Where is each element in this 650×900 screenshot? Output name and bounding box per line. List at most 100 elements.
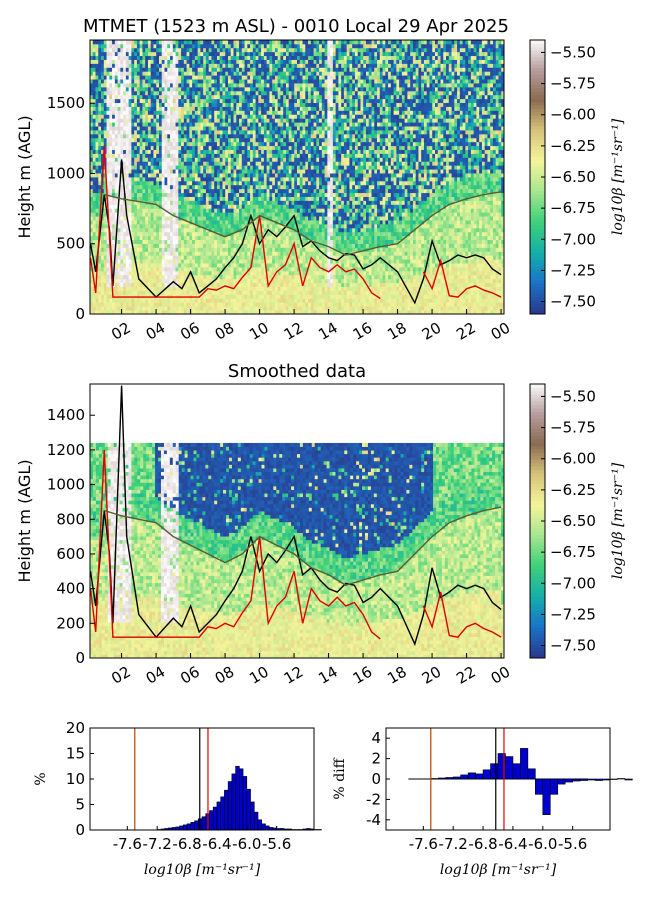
heatmap-cell [208,196,212,201]
heatmap-cell [103,177,107,182]
heatmap-cell [92,90,96,96]
heatmap-cell [189,204,193,209]
heatmap-cell [258,192,262,197]
heatmap-cell [258,110,262,115]
heatmap-cell [252,161,256,166]
heatmap-cell [266,157,270,162]
heatmap-cell [225,43,229,49]
heatmap-cell [95,145,99,150]
heatmap-cell [175,177,179,182]
heatmap-cell [214,130,218,135]
heatmap-cell [114,122,118,127]
heatmap-cell [120,306,124,311]
heatmap-cell [95,141,99,147]
heatmap-cell [241,184,245,190]
heatmap-cell [197,282,201,287]
heatmap-cell [131,51,135,57]
heatmap-cell [228,90,232,96]
heatmap-cell [139,149,143,154]
heatmap-cell [164,278,168,284]
heatmap-cell [125,102,130,107]
heatmap-cell [131,188,135,194]
heatmap-cell [261,67,265,72]
heatmap-cell [225,267,229,272]
heatmap-cell [120,102,124,107]
heatmap-cell [255,122,259,127]
heatmap-cell [186,59,190,64]
heatmap-cell [250,267,254,272]
heatmap-cell [167,208,171,213]
heatmap-cell [120,231,124,237]
heatmap-cell [175,63,179,68]
heatmap-cell [178,290,182,295]
heatmap-cell [112,130,116,135]
heatmap-cell [247,196,251,201]
heatmap-cell [175,165,179,170]
heatmap-cell [142,204,146,209]
heatmap-cell [120,180,124,186]
heatmap-cell [214,177,218,182]
heatmap-cell [136,40,141,45]
heatmap-cell [90,110,94,115]
heatmap-cell [120,216,124,221]
heatmap-cell [200,212,204,217]
heatmap-cell [200,306,204,311]
heatmap-cell [136,141,141,147]
heatmap-cell [228,79,232,84]
heatmap-cell [145,43,149,49]
heatmap-cell [139,255,143,260]
heatmap-cell [161,302,165,307]
heatmap-cell [247,247,251,252]
heatmap-cell [272,235,276,241]
heatmap-cell [192,208,196,213]
heatmap-cell [200,149,204,154]
heatmap-cell [167,302,171,307]
heatmap-cell [156,278,160,284]
heatmap-cell [203,192,207,197]
heatmap-cell [114,118,118,123]
heatmap-cell [208,278,212,284]
heatmap-cell [103,63,107,68]
heatmap-cell [170,290,174,295]
heatmap-cell [120,133,124,139]
heatmap-cell [266,102,270,107]
heatmap-cell [250,251,254,256]
heatmap-cell [233,306,237,311]
heatmap-cell [283,173,287,178]
heatmap-cell [178,184,182,190]
heatmap-cell [134,302,138,307]
heatmap-cell [172,310,176,315]
heatmap-cell [274,278,279,284]
heatmap-cell [142,298,146,303]
heatmap-cell [272,110,276,115]
heatmap-cell [128,188,132,194]
heatmap-cell [228,247,232,252]
heatmap-cell [142,173,146,178]
heatmap-cell [239,274,243,280]
heatmap-cell [106,122,110,127]
heatmap-cell [159,47,163,53]
heatmap-cell [266,216,270,221]
heatmap-cell [203,278,207,284]
heatmap-cell [167,231,171,237]
heatmap-cell [236,141,240,147]
heatmap-cell [95,165,99,170]
heatmap-cell [228,43,232,49]
heatmap-cell [131,306,135,311]
heatmap-cell [228,133,232,139]
heatmap-cell [239,302,243,307]
heatmap-cell [266,239,270,244]
heatmap-cell [90,184,94,190]
heatmap-cell [228,177,232,182]
heatmap-cell [181,298,185,303]
heatmap-cell [175,114,179,119]
heatmap-cell [123,51,127,57]
heatmap-cell [101,247,105,252]
heatmap-cell [120,188,124,194]
heatmap-cell [150,133,154,139]
heatmap-cell [269,118,273,123]
heatmap-cell [164,274,168,280]
heatmap-cell [147,220,152,225]
heatmap-cell [189,157,193,162]
heatmap-cell [161,227,165,233]
